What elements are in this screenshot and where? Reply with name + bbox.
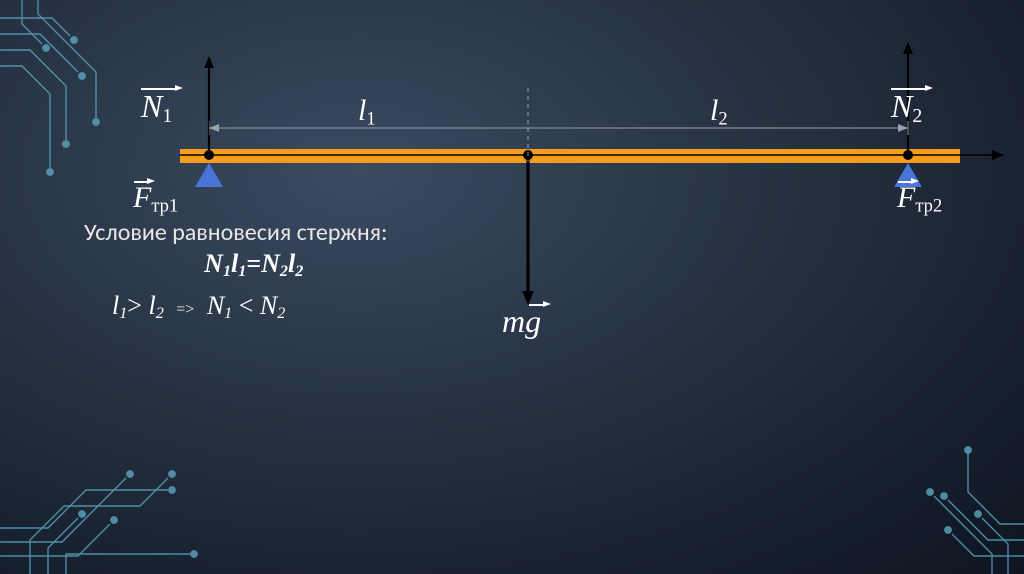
label-n1: N1: [141, 90, 172, 127]
label-l1: l1: [358, 96, 376, 129]
friction-axis-arrow: [180, 148, 1004, 162]
label-f1-text: F: [133, 181, 151, 214]
arrow-mg: [520, 155, 536, 305]
label-mg: mg: [502, 305, 541, 337]
arrow-n1: [202, 56, 216, 155]
caption: Условие равновесия стержня: N1l1=N2l2 l1…: [84, 218, 387, 323]
dimension-line: [209, 118, 909, 140]
equation-2: l1> l2 => N1 < N2: [112, 291, 387, 323]
support-left: [195, 163, 223, 187]
label-n2-text: N: [891, 88, 912, 124]
center-dash: [527, 88, 529, 162]
label-n2: N2: [891, 90, 922, 127]
label-n1-text: N: [141, 88, 162, 124]
caption-line1: Условие равновесия стержня:: [84, 218, 387, 247]
label-f2-text: F: [897, 181, 915, 214]
diagram-stage: N1 N2 Fтр1 Fтр2 l1 l2 mg Условие равнове…: [0, 0, 1024, 574]
label-l2: l2: [710, 96, 728, 129]
label-f1: Fтр1: [133, 183, 178, 216]
label-mg-text: mg: [502, 303, 541, 339]
equation-1: N1l1=N2l2: [120, 249, 387, 281]
label-f2: Fтр2: [897, 183, 942, 216]
